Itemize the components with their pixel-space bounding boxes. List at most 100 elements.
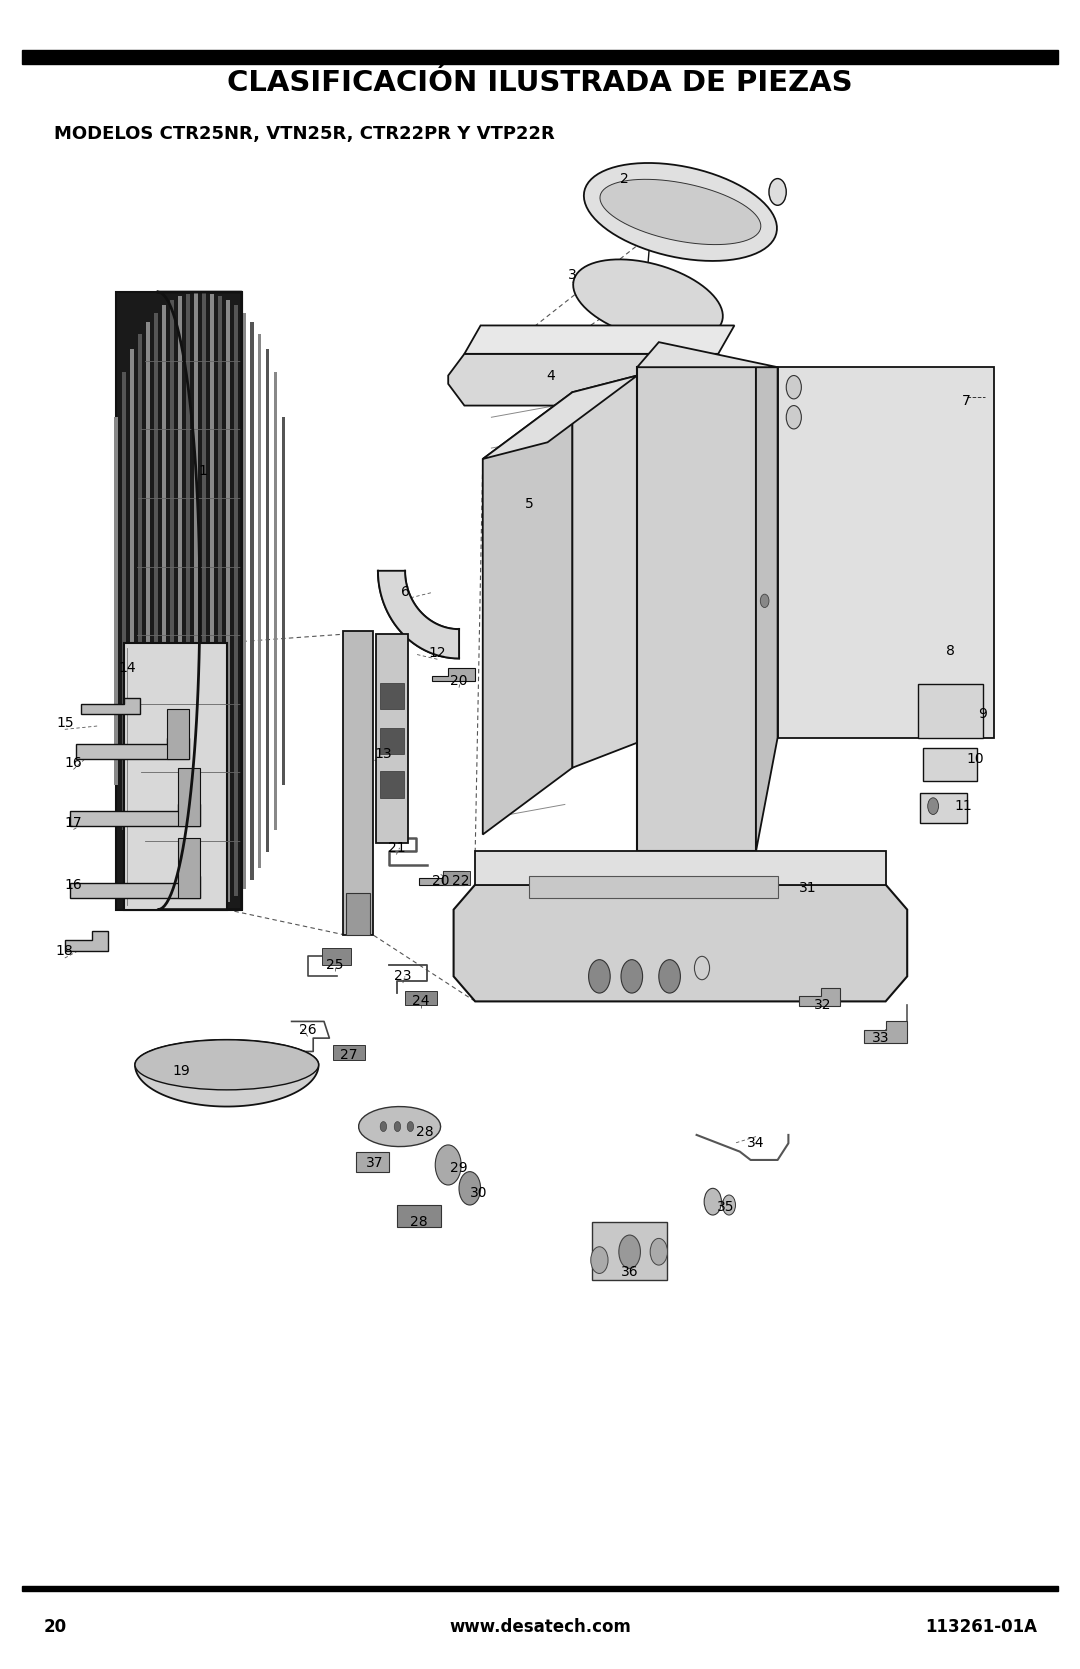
Polygon shape — [167, 709, 189, 759]
Circle shape — [704, 1188, 721, 1215]
Polygon shape — [122, 372, 126, 829]
Text: 22: 22 — [453, 875, 470, 888]
Text: 1: 1 — [199, 464, 207, 477]
Polygon shape — [380, 771, 404, 798]
Polygon shape — [117, 292, 242, 910]
Polygon shape — [756, 367, 778, 851]
Circle shape — [591, 1247, 608, 1273]
Text: 37: 37 — [366, 1157, 383, 1170]
Text: 13: 13 — [375, 748, 392, 761]
Polygon shape — [186, 294, 190, 908]
Text: 7: 7 — [962, 394, 971, 407]
Text: 15: 15 — [56, 716, 73, 729]
Bar — [22, 1586, 1058, 1591]
Polygon shape — [124, 643, 227, 910]
Text: 3: 3 — [568, 269, 577, 282]
Text: 16: 16 — [65, 756, 82, 769]
Text: 26: 26 — [299, 1023, 316, 1036]
Text: 30: 30 — [470, 1187, 487, 1200]
Polygon shape — [135, 1040, 319, 1107]
Polygon shape — [443, 871, 470, 885]
Text: 27: 27 — [340, 1048, 357, 1061]
Text: 21: 21 — [388, 841, 405, 855]
Polygon shape — [573, 259, 723, 342]
Text: 23: 23 — [394, 970, 411, 983]
Polygon shape — [799, 988, 840, 1006]
Polygon shape — [138, 334, 141, 868]
Text: 32: 32 — [814, 998, 832, 1011]
Polygon shape — [162, 305, 166, 896]
Bar — [22, 50, 1058, 63]
Circle shape — [786, 406, 801, 429]
Text: 113261-01A: 113261-01A — [924, 1619, 1037, 1636]
Polygon shape — [70, 876, 200, 898]
Polygon shape — [376, 634, 408, 843]
Text: 29: 29 — [450, 1162, 468, 1175]
Circle shape — [394, 1122, 401, 1132]
Polygon shape — [923, 748, 977, 781]
Polygon shape — [178, 838, 200, 898]
Text: 17: 17 — [65, 816, 82, 829]
Polygon shape — [218, 295, 221, 906]
Polygon shape — [572, 376, 637, 768]
Circle shape — [659, 960, 680, 993]
Text: 20: 20 — [43, 1619, 66, 1636]
Polygon shape — [282, 417, 285, 784]
Text: CLASIFICACIÓN ILUSTRADA DE PIEZAS: CLASIFICACIÓN ILUSTRADA DE PIEZAS — [227, 70, 853, 97]
Circle shape — [621, 960, 643, 993]
Text: 34: 34 — [747, 1137, 765, 1150]
Polygon shape — [233, 305, 238, 896]
Polygon shape — [65, 931, 108, 951]
Ellipse shape — [135, 1040, 319, 1090]
Polygon shape — [920, 793, 967, 823]
Polygon shape — [346, 893, 370, 935]
Polygon shape — [146, 322, 150, 880]
Polygon shape — [202, 292, 205, 910]
Polygon shape — [258, 334, 261, 868]
Text: 2: 2 — [620, 172, 629, 185]
Polygon shape — [266, 349, 269, 853]
Text: 11: 11 — [955, 799, 972, 813]
Polygon shape — [432, 668, 475, 681]
Text: 19: 19 — [173, 1065, 190, 1078]
Polygon shape — [70, 804, 200, 826]
Polygon shape — [475, 851, 886, 885]
Polygon shape — [918, 684, 983, 738]
Polygon shape — [419, 871, 464, 885]
Text: 28: 28 — [410, 1215, 428, 1228]
Circle shape — [435, 1145, 461, 1185]
Text: 20: 20 — [450, 674, 468, 688]
Text: 10: 10 — [967, 753, 984, 766]
Text: 8: 8 — [946, 644, 955, 658]
Polygon shape — [405, 991, 437, 1005]
Circle shape — [760, 594, 769, 608]
Text: 5: 5 — [525, 497, 534, 511]
Circle shape — [459, 1172, 481, 1205]
Circle shape — [407, 1122, 414, 1132]
Polygon shape — [637, 367, 756, 851]
Polygon shape — [242, 312, 245, 890]
Polygon shape — [170, 300, 174, 901]
Polygon shape — [359, 1107, 441, 1147]
Polygon shape — [356, 1152, 389, 1172]
Text: 31: 31 — [799, 881, 816, 895]
Polygon shape — [397, 1205, 441, 1227]
Polygon shape — [448, 354, 734, 406]
Polygon shape — [249, 322, 254, 880]
Text: 16: 16 — [65, 878, 82, 891]
Circle shape — [650, 1238, 667, 1265]
Text: 20: 20 — [432, 875, 449, 888]
Polygon shape — [226, 300, 230, 901]
Polygon shape — [637, 342, 778, 367]
Polygon shape — [76, 738, 189, 759]
Text: 36: 36 — [621, 1265, 638, 1278]
Text: 25: 25 — [326, 958, 343, 971]
Circle shape — [786, 376, 801, 399]
Polygon shape — [592, 1222, 667, 1280]
Polygon shape — [210, 294, 214, 908]
Circle shape — [723, 1195, 735, 1215]
Polygon shape — [131, 349, 134, 853]
Polygon shape — [81, 698, 140, 714]
Polygon shape — [778, 367, 994, 738]
Text: 18: 18 — [56, 945, 73, 958]
